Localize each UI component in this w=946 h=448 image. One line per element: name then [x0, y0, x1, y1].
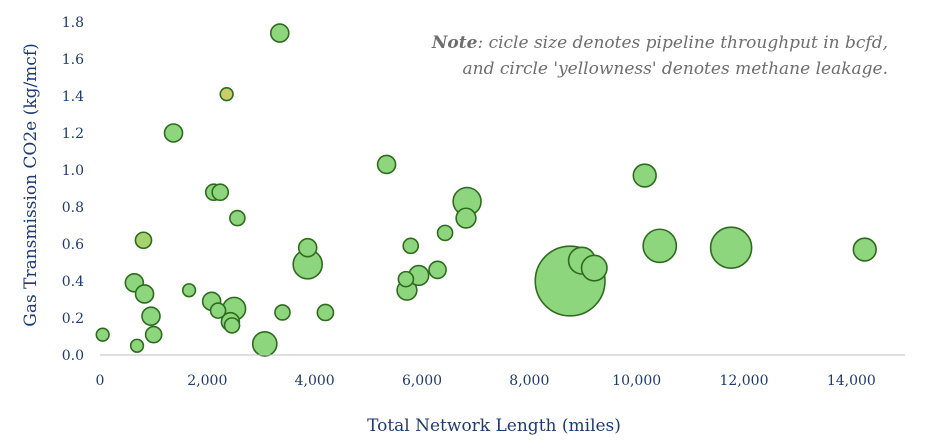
data-bubble — [632, 163, 657, 188]
y-axis-title: Gas Transmission CO2e (kg/mcf) — [21, 43, 41, 326]
data-bubble — [269, 23, 290, 43]
data-bubble — [95, 327, 110, 342]
y-tick-label: 0.6 — [62, 237, 84, 253]
y-tick-label: 1.4 — [62, 89, 84, 105]
note-line-1: Note: cicle size denotes pipeline throug… — [368, 30, 888, 56]
data-bubble — [397, 270, 415, 288]
data-bubble — [223, 317, 241, 334]
y-tick-label: 1.8 — [62, 15, 84, 31]
x-tick-labels: 0 2,000 4,000 6,000 8,000 10,000 12,000 14,000 — [96, 373, 876, 389]
chart-note: Note: cicle size denotes pipeline throug… — [368, 30, 888, 82]
data-bubble — [219, 86, 234, 102]
x-tick-label: 8,000 — [509, 373, 549, 389]
y-tick-label: 0.4 — [62, 274, 84, 290]
data-bubble — [402, 237, 420, 255]
note-lead: Note — [431, 33, 478, 53]
data-bubble — [852, 237, 877, 262]
data-bubble — [316, 303, 335, 322]
data-bubble — [436, 224, 454, 242]
data-bubble — [211, 183, 230, 202]
data-bubble — [134, 231, 153, 250]
data-bubble — [163, 123, 184, 143]
data-bubble — [428, 260, 447, 280]
y-tick-label: 0.8 — [62, 200, 84, 216]
data-bubble — [144, 325, 163, 344]
y-tick-label: 1.0 — [62, 163, 84, 179]
data-bubble — [455, 207, 477, 229]
note-text-1: : cicle size denotes pipeline throughput… — [477, 33, 888, 53]
y-tick-labels: 0.0 0.2 0.4 0.6 0.8 1.0 1.2 1.4 1.6 1.8 — [62, 15, 84, 364]
data-bubble — [297, 237, 318, 258]
data-bubble — [580, 254, 608, 282]
data-bubble — [134, 284, 155, 304]
data-bubble — [709, 226, 753, 270]
x-tick-label: 6,000 — [402, 373, 442, 389]
x-tick-label: 2,000 — [187, 373, 227, 389]
x-axis-title: Total Network Length (miles) — [367, 416, 621, 436]
data-bubble — [376, 154, 397, 175]
y-tick-label: 0.0 — [62, 348, 84, 364]
data-bubble — [642, 228, 678, 264]
x-tick-label: 10,000 — [612, 373, 661, 389]
note-line-2: and circle 'yellowness' denotes methane … — [462, 59, 888, 79]
y-tick-label: 0.2 — [62, 311, 84, 327]
x-tick-label: 0 — [96, 373, 105, 389]
data-bubble — [229, 209, 246, 227]
data-bubble — [274, 304, 291, 321]
data-bubble — [209, 302, 227, 319]
x-tick-label: 14,000 — [827, 373, 876, 389]
x-tick-label: 4,000 — [295, 373, 335, 389]
y-tick-label: 1.2 — [62, 126, 84, 142]
data-bubble — [141, 306, 161, 326]
y-tick-label: 1.6 — [62, 52, 84, 68]
bubble-series — [95, 23, 877, 357]
data-bubble — [251, 331, 278, 357]
x-tick-label: 12,000 — [720, 373, 769, 389]
data-bubble — [129, 338, 145, 353]
data-bubble — [181, 283, 197, 298]
